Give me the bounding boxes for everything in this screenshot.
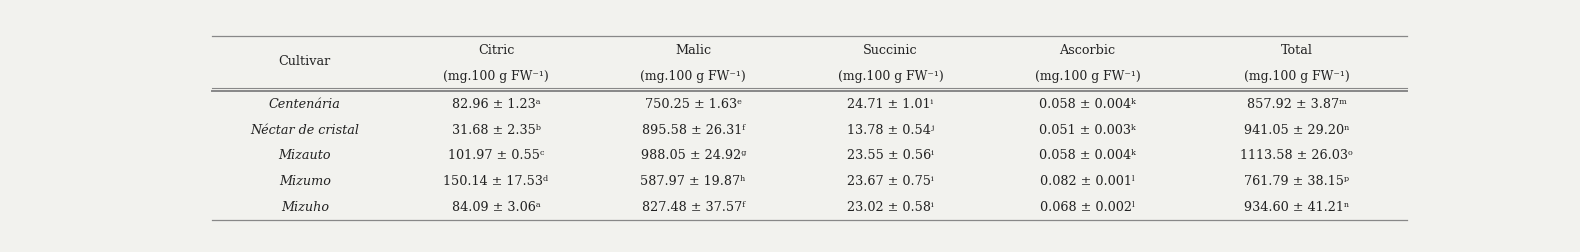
Text: 0.082 ± 0.001ˡ: 0.082 ± 0.001ˡ — [1040, 175, 1134, 188]
Text: 0.058 ± 0.004ᵏ: 0.058 ± 0.004ᵏ — [1040, 149, 1136, 162]
Text: 13.78 ± 0.54ʲ: 13.78 ± 0.54ʲ — [847, 123, 934, 137]
Text: Néctar de cristal: Néctar de cristal — [250, 123, 359, 137]
Text: 23.67 ± 0.75ⁱ: 23.67 ± 0.75ⁱ — [847, 175, 934, 188]
Text: 941.05 ± 29.20ⁿ: 941.05 ± 29.20ⁿ — [1243, 123, 1349, 137]
Text: 1113.58 ± 26.03ᵒ: 1113.58 ± 26.03ᵒ — [1240, 149, 1352, 162]
Text: 84.09 ± 3.06ᵃ: 84.09 ± 3.06ᵃ — [452, 201, 540, 214]
Text: Mizauto: Mizauto — [278, 149, 332, 162]
Text: Centenária: Centenária — [269, 98, 341, 111]
Text: (mg.100 g FW⁻¹): (mg.100 g FW⁻¹) — [1035, 70, 1141, 83]
Text: Mizumo: Mizumo — [280, 175, 330, 188]
Text: 0.058 ± 0.004ᵏ: 0.058 ± 0.004ᵏ — [1040, 98, 1136, 111]
Text: 934.60 ± 41.21ⁿ: 934.60 ± 41.21ⁿ — [1243, 201, 1349, 214]
Text: 150.14 ± 17.53ᵈ: 150.14 ± 17.53ᵈ — [444, 175, 548, 188]
Text: (mg.100 g FW⁻¹): (mg.100 g FW⁻¹) — [640, 70, 746, 83]
Text: 23.02 ± 0.58ⁱ: 23.02 ± 0.58ⁱ — [847, 201, 934, 214]
Text: Succinic: Succinic — [863, 44, 918, 57]
Text: 750.25 ± 1.63ᵉ: 750.25 ± 1.63ᵉ — [645, 98, 741, 111]
Text: 31.68 ± 2.35ᵇ: 31.68 ± 2.35ᵇ — [452, 123, 540, 137]
Text: Citric: Citric — [477, 44, 514, 57]
Text: Ascorbic: Ascorbic — [1060, 44, 1115, 57]
Text: 0.051 ± 0.003ᵏ: 0.051 ± 0.003ᵏ — [1040, 123, 1136, 137]
Text: 895.58 ± 26.31ᶠ: 895.58 ± 26.31ᶠ — [641, 123, 744, 137]
Text: (mg.100 g FW⁻¹): (mg.100 g FW⁻¹) — [442, 70, 548, 83]
Text: Mizuho: Mizuho — [281, 201, 329, 214]
Text: (mg.100 g FW⁻¹): (mg.100 g FW⁻¹) — [1243, 70, 1349, 83]
Text: 24.71 ± 1.01ⁱ: 24.71 ± 1.01ⁱ — [847, 98, 934, 111]
Text: 101.97 ± 0.55ᶜ: 101.97 ± 0.55ᶜ — [447, 149, 544, 162]
Text: 857.92 ± 3.87ᵐ: 857.92 ± 3.87ᵐ — [1247, 98, 1346, 111]
Text: 827.48 ± 37.57ᶠ: 827.48 ± 37.57ᶠ — [641, 201, 744, 214]
Text: (mg.100 g FW⁻¹): (mg.100 g FW⁻¹) — [837, 70, 943, 83]
Text: Malic: Malic — [675, 44, 711, 57]
Text: 82.96 ± 1.23ᵃ: 82.96 ± 1.23ᵃ — [452, 98, 540, 111]
Text: 0.068 ± 0.002ˡ: 0.068 ± 0.002ˡ — [1040, 201, 1134, 214]
Text: Total: Total — [1281, 44, 1313, 57]
Text: 23.55 ± 0.56ⁱ: 23.55 ± 0.56ⁱ — [847, 149, 934, 162]
Text: 587.97 ± 19.87ʰ: 587.97 ± 19.87ʰ — [640, 175, 746, 188]
Text: 761.79 ± 38.15ᵖ: 761.79 ± 38.15ᵖ — [1243, 175, 1349, 188]
Text: 988.05 ± 24.92ᵍ: 988.05 ± 24.92ᵍ — [640, 149, 746, 162]
Text: Cultivar: Cultivar — [278, 55, 330, 69]
